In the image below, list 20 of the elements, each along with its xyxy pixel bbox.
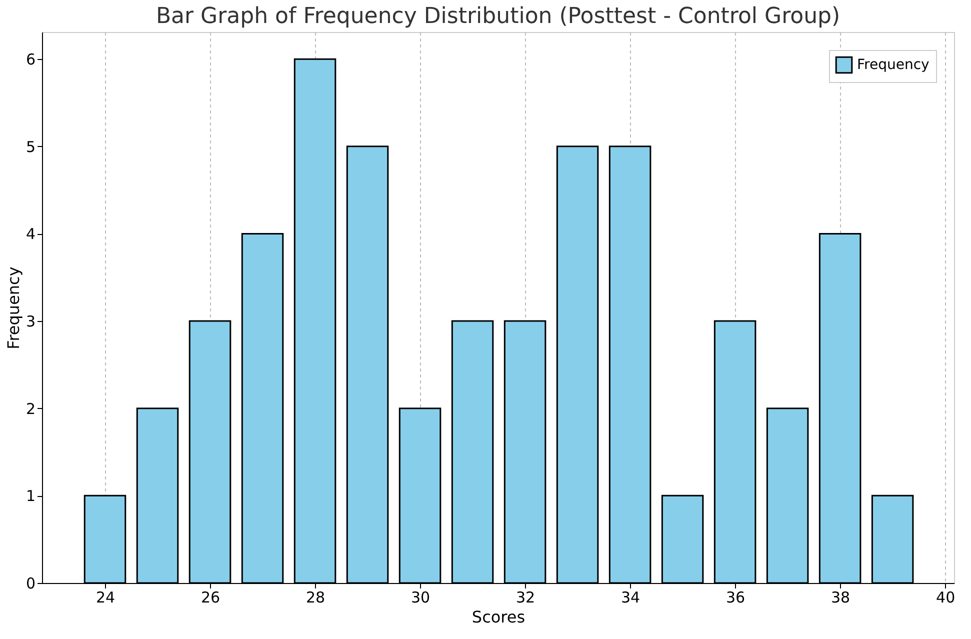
x-tick-label: 26	[200, 588, 220, 606]
x-tick-label: 28	[306, 588, 326, 606]
y-tick-label: 3	[26, 312, 36, 331]
legend-label: Frequency	[857, 57, 930, 73]
y-tick-label: 0	[26, 574, 36, 592]
y-tick-label: 4	[26, 225, 36, 244]
y-tick-label: 1	[26, 487, 36, 506]
chart-title: Bar Graph of Frequency Distribution (Posttest - Control Group)	[156, 4, 840, 29]
y-tick-label: 5	[26, 138, 36, 156]
x-tick-label: 38	[831, 588, 850, 606]
x-axis-title: Scores	[472, 608, 526, 626]
x-tick-label: 30	[410, 588, 430, 606]
x-tick-label: 40	[936, 588, 956, 606]
y-tick-label: 2	[26, 400, 36, 418]
x-tick-label: 34	[621, 588, 640, 606]
y-tick-label: 6	[26, 50, 36, 69]
x-tick-label: 36	[726, 588, 746, 606]
x-tick-label: 24	[96, 588, 116, 606]
x-tick-label: 32	[516, 588, 536, 606]
y-axis-title: Frequency	[4, 266, 23, 350]
